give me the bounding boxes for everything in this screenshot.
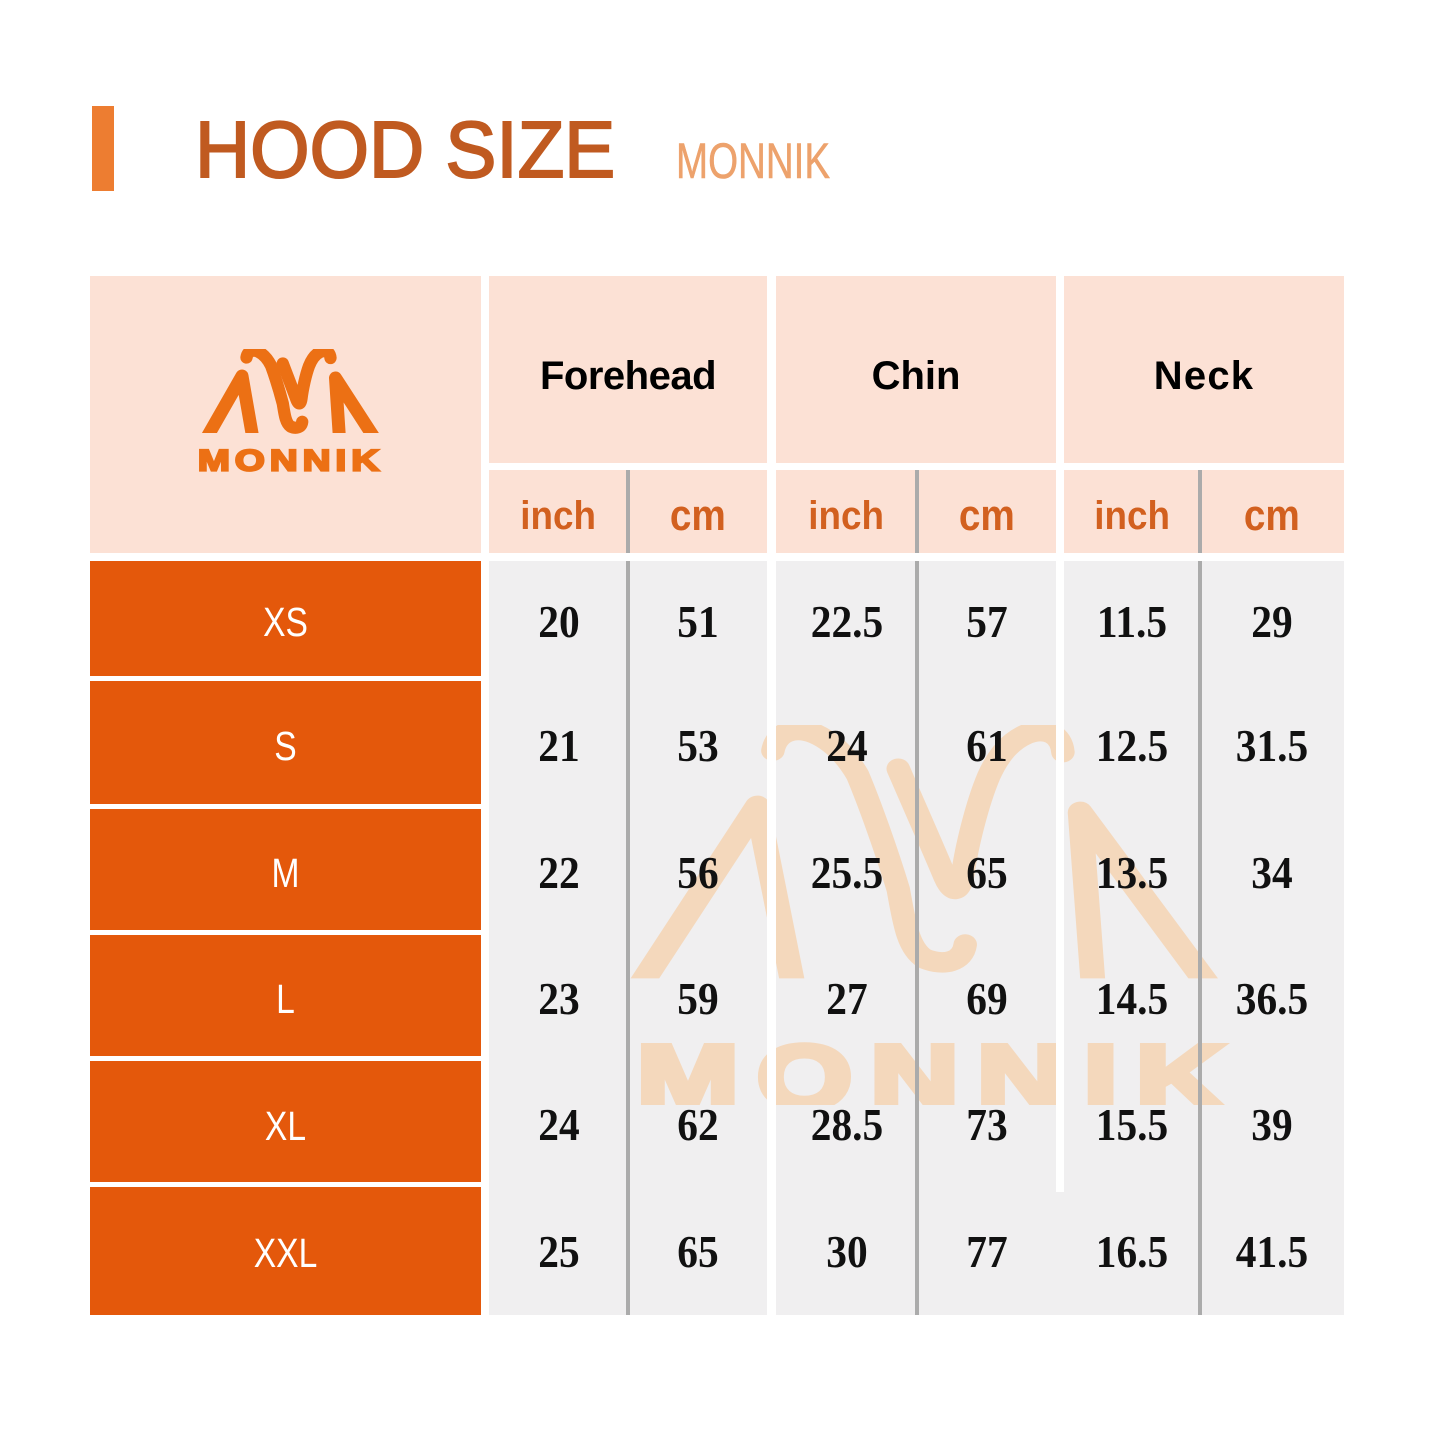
svg-text:MONNIK: MONNIK: [198, 444, 384, 475]
svg-text:MONNIK: MONNIK: [637, 1026, 1243, 1105]
